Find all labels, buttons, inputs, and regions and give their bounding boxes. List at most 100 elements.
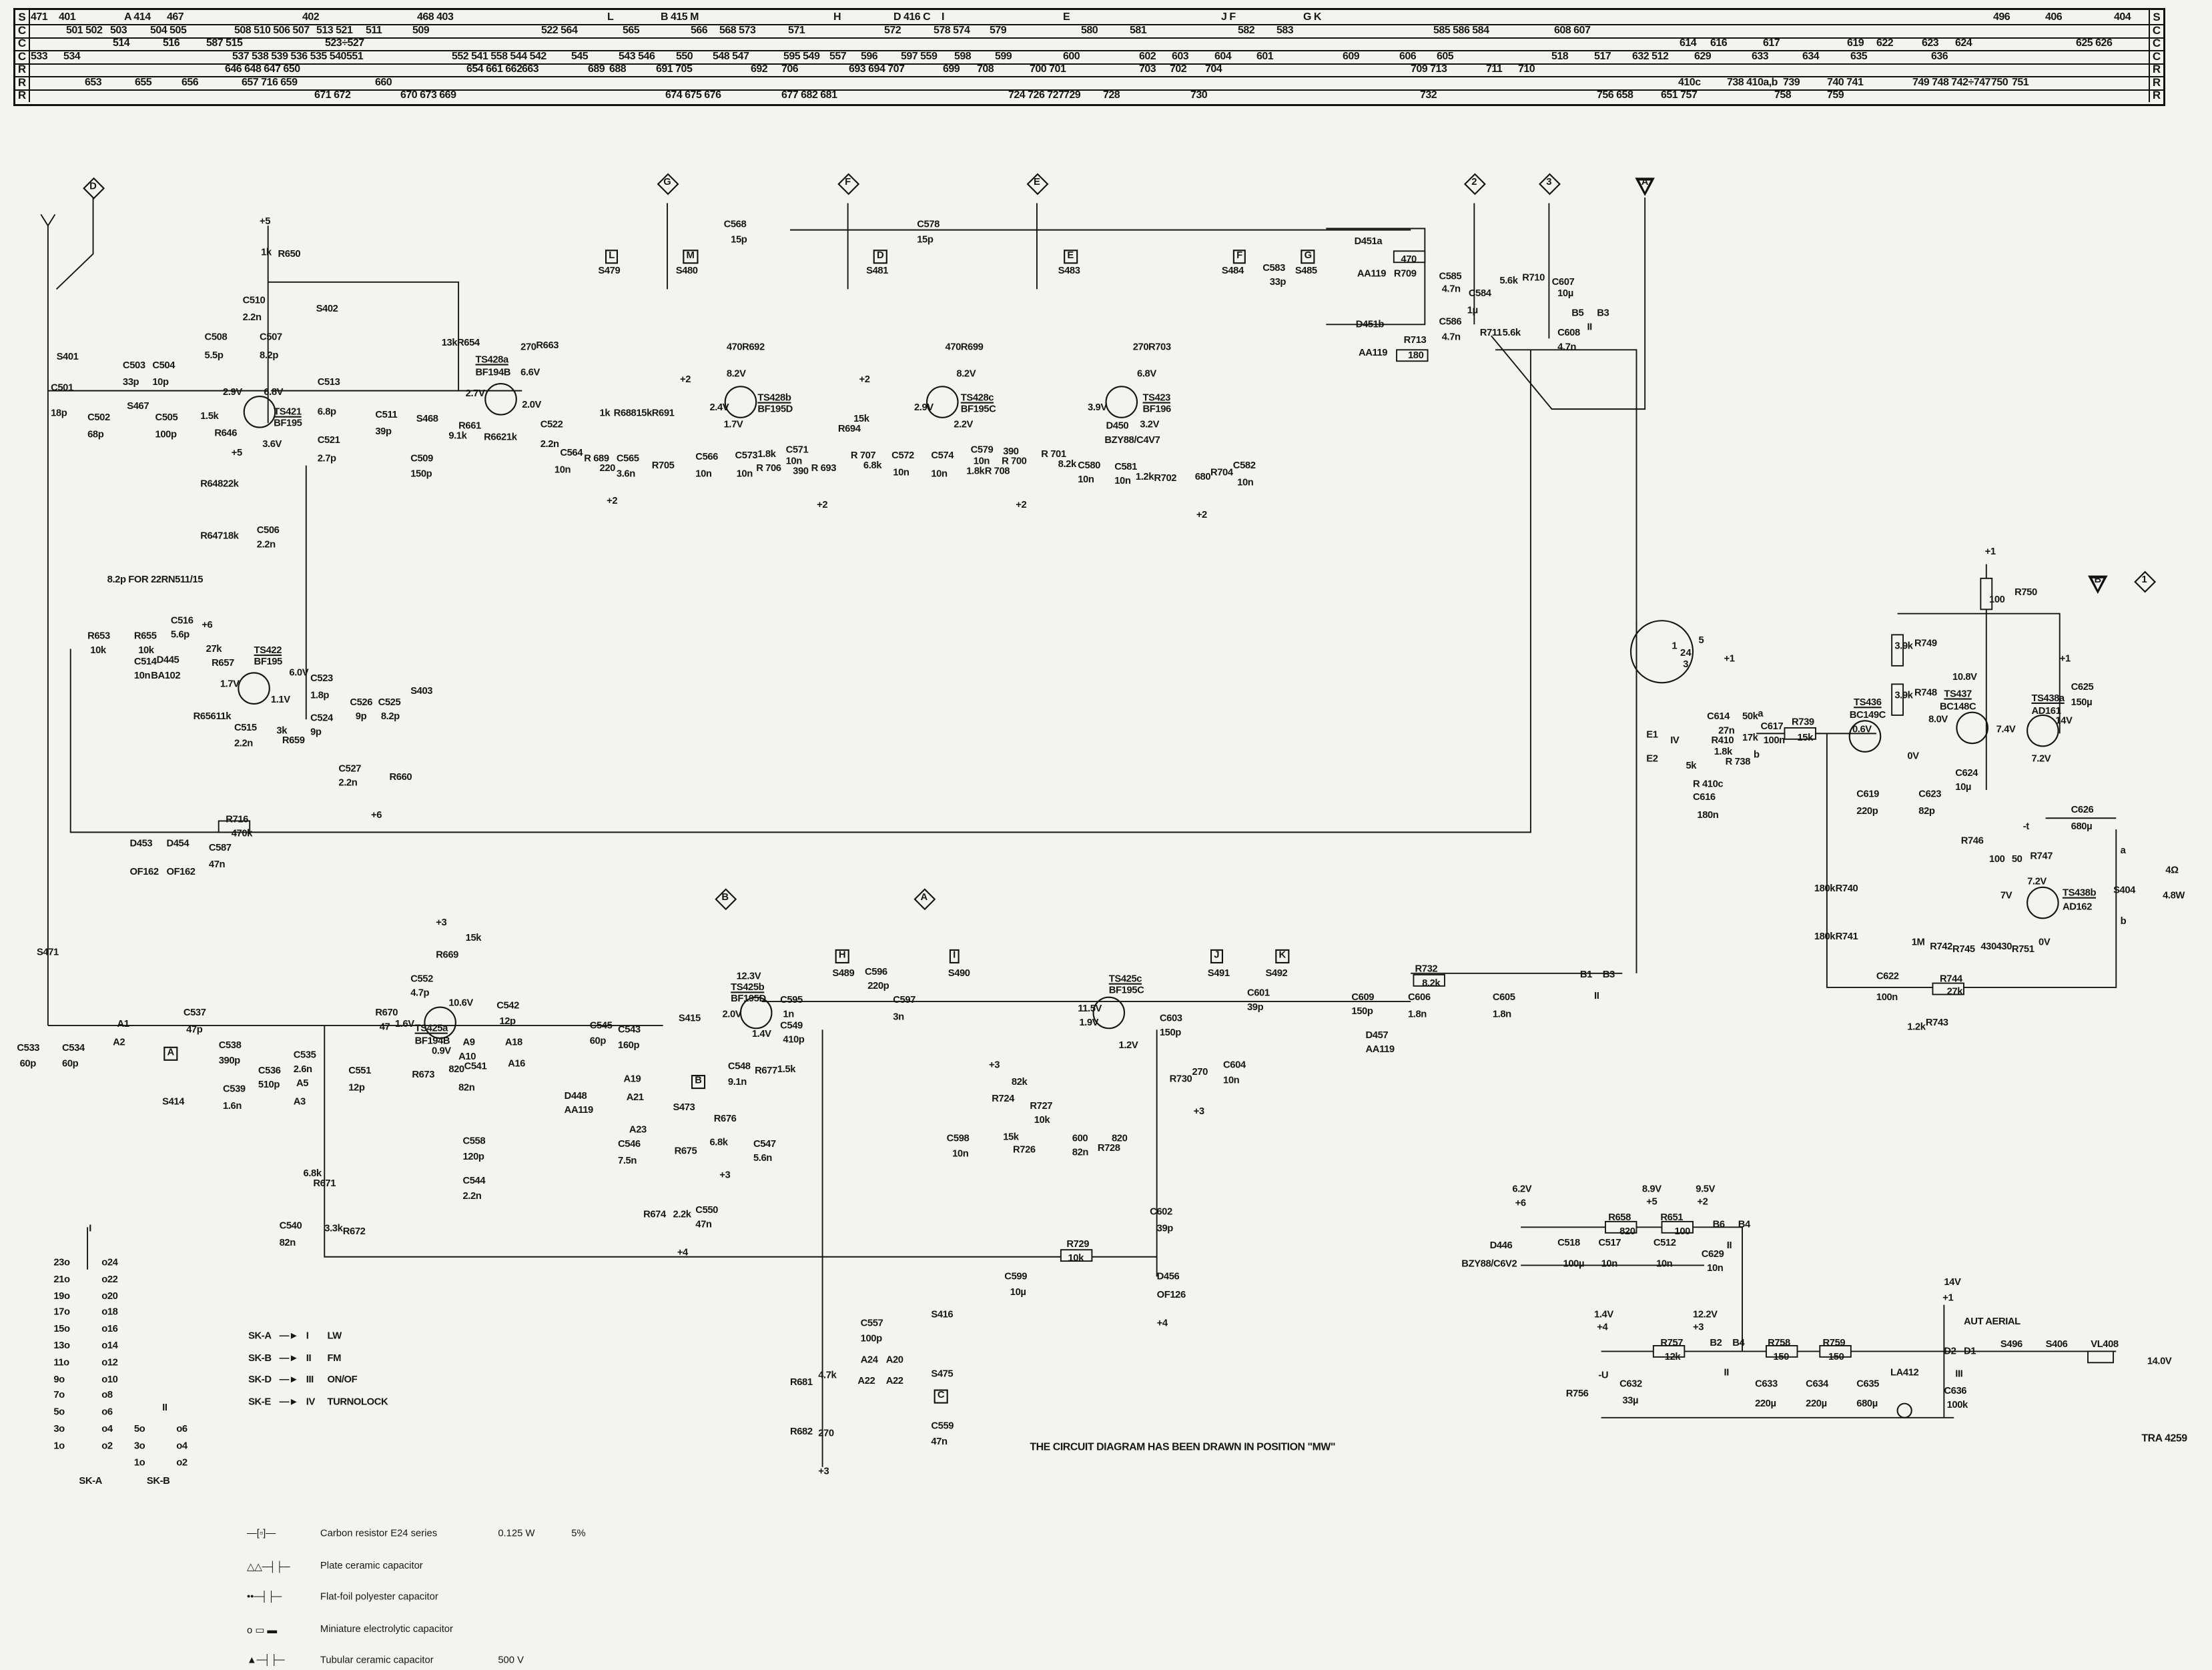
component-label-a16: A16 [508,1059,526,1070]
ts425c-transistor-icon [1092,996,1126,1029]
component-value-c604v: 10n [1223,1076,1240,1086]
part-number: 604 [1214,50,1232,62]
ts421-transistor-icon [243,396,276,428]
part-number: 702 [1170,63,1187,75]
legend-value: 0.125 W [498,1529,535,1539]
component-label-r759: R759 [1822,1338,1846,1349]
arrow-right-icon: —► [279,1397,299,1407]
part-number: 597 559 [901,50,938,62]
component-value-c606v: 1.8n [1407,1009,1427,1020]
row-type-label: R [2149,62,2163,76]
component-label-e2: E2 [1646,755,1658,765]
component-label-p4b: +4 [1156,1318,1168,1329]
component-value-r713v: 180 [1407,351,1424,362]
component-value-v106: 10.6V [448,998,473,1009]
component-value-r706v: 1.8k [757,450,776,460]
component-label-c559: C559 [931,1422,954,1432]
component-value-r703v: 270 [1132,342,1149,353]
component-value-c551v: 12p [348,1083,365,1094]
component-label-tra: TRA 4259 [2141,1431,2187,1444]
part-number: 758 [1774,89,1792,101]
component-label-c566: C566 [695,452,718,463]
r744-resistor [1932,982,1964,995]
part-number: 522 564 [541,24,578,36]
part-number: 578 574 [934,24,970,36]
part-number: 710 [1518,63,1535,75]
component-label-r748: R748 [1914,688,1937,699]
component-label-c604: C604 [1223,1060,1246,1071]
part-number: 585 586 584 [1433,24,1489,36]
component-label-r653: R653 [87,632,110,642]
tubular-ceramic-capacitor-icon: ▲─┤├─ [246,1656,285,1666]
component-label-s490: S490 [948,969,970,979]
component-label-c523: C523 [310,674,333,685]
part-number: 517 [1594,50,1611,62]
component-label-r700: R 700 [1002,457,1027,467]
component-label-c548: C548 [727,1062,751,1072]
component-label-r741: R741 [1835,932,1858,943]
component-label-c507: C507 [260,332,282,343]
component-value-r646v: 1.5k [200,412,219,422]
component-label-c521: C521 [317,436,340,446]
part-number: 677 682 681 [781,89,837,101]
component-value-c542v: 12p [499,1017,516,1027]
component-label-v82a: 8.2V [726,369,746,380]
component-label-ts428at: BF194B [475,368,511,378]
part-number: 603 [1172,50,1189,62]
component-value-c578v: 15p [917,236,934,246]
component-label-d2: D2 [1944,1347,1956,1357]
component-label-vl408: VL408 [2091,1340,2119,1350]
legend-tolerance: 5% [571,1529,586,1539]
part-number: 674 675 676 [665,89,721,101]
component-label-c582: C582 [1232,461,1256,472]
part-number: 609 [1343,50,1360,62]
component-label-ts425b: TS425b [731,983,765,993]
row-type-label: R [15,62,30,76]
part-number: 670 673 669 [400,89,456,101]
component-value-c518v: 100µ [1563,1259,1585,1270]
component-value-c533v: 60p [19,1059,37,1070]
component-value-v19: 1.9V [1079,1018,1099,1029]
component-label-r704: R704 [1210,468,1233,478]
component-value-r410v: 50k [1742,712,1758,723]
switch-pin: 21o [53,1274,70,1285]
component-value-r653v: 10k [90,646,106,657]
component-label-v20b: 2.0V [722,1009,742,1020]
component-label-c636: C636 [1944,1386,1967,1397]
component-label-c508: C508 [204,332,228,343]
component-label-r708: R 708 [984,466,1010,477]
component-value-r709v: 470 [1401,255,1417,266]
component-value-c597v: 3n [893,1012,904,1023]
component-value-c582v: 10n [1237,478,1254,488]
connector-flag-e: E [1027,173,1047,193]
component-label-v72a: 7.2V [2031,755,2051,765]
component-value-r759v: 150 [1828,1352,1844,1363]
component-label-d457t: AA119 [1365,1045,1395,1056]
component-label-p2f: +2 [1016,500,1027,511]
connector-flag-label: E [1033,177,1040,188]
component-value-v12: 1.2V [1118,1041,1138,1052]
component-label-s402: S402 [316,304,338,315]
component-label-r743: R743 [1925,1018,1948,1029]
component-label-r729: R729 [1066,1240,1090,1250]
component-label-p4a: +4 [677,1248,688,1258]
part-number: 693 694 707 [849,63,905,75]
component-value-c584v: 1µ [1467,306,1478,316]
switch-pin: o6 [101,1408,113,1418]
part-number: 616 [1710,37,1728,49]
connector-flag-d: D [83,177,103,197]
part-number: D 416 C [893,11,931,23]
component-label-d445t: BA102 [151,671,181,682]
component-value-c558v: 120p [462,1152,484,1163]
component-label-a5: A5 [296,1079,309,1090]
component-value-v80: 8.0V [1928,715,1948,725]
component-value-r410cv: 5k [1686,761,1697,772]
component-label-r713: R713 [1403,336,1427,346]
component-label-v0b: 0V [2039,937,2051,948]
component-label-ts428c: TS428c [960,393,994,404]
component-value-r682v: 270 [818,1428,834,1439]
ts428b-transistor-icon [724,386,757,418]
component-label-r709: R709 [1393,269,1417,280]
component-label-s415: S415 [678,1014,701,1024]
